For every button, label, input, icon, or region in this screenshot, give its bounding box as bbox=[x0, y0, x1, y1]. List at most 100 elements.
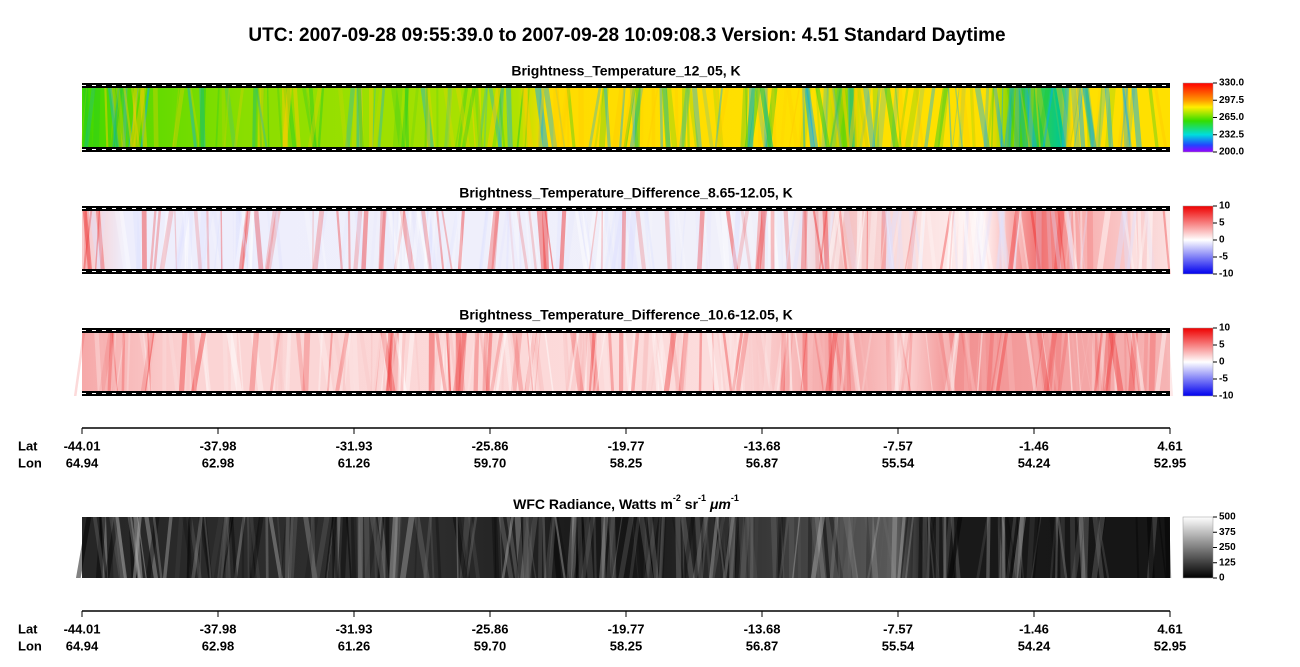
colorbar-label: -10 bbox=[1219, 269, 1234, 280]
streak bbox=[897, 517, 906, 578]
streak bbox=[1067, 83, 1080, 152]
streak bbox=[698, 328, 703, 396]
streak bbox=[745, 83, 748, 152]
streak bbox=[521, 83, 534, 152]
streak bbox=[896, 83, 907, 152]
streak bbox=[497, 206, 510, 274]
streak bbox=[840, 328, 848, 396]
streak bbox=[542, 83, 558, 152]
streak bbox=[1116, 83, 1130, 152]
streak bbox=[241, 517, 245, 578]
streak bbox=[524, 328, 537, 396]
streak bbox=[903, 83, 921, 152]
streak bbox=[162, 517, 173, 578]
streak bbox=[942, 517, 945, 578]
streak bbox=[998, 206, 1008, 274]
streak bbox=[578, 83, 584, 152]
streak bbox=[639, 83, 644, 152]
streak bbox=[833, 83, 850, 152]
lat-tick-label: -31.93 bbox=[336, 438, 373, 453]
streak bbox=[674, 328, 681, 396]
streak bbox=[1146, 517, 1158, 578]
streak bbox=[1040, 328, 1052, 396]
lat-tick-label: -19.77 bbox=[608, 621, 645, 636]
streak bbox=[894, 83, 903, 152]
title-part: sr bbox=[681, 496, 699, 512]
streak bbox=[501, 517, 514, 578]
streak bbox=[978, 206, 985, 274]
streak bbox=[960, 328, 974, 396]
streak bbox=[645, 206, 656, 274]
streak bbox=[733, 517, 744, 578]
streak bbox=[628, 83, 645, 152]
colorbar-label: -5 bbox=[1219, 252, 1228, 263]
streak bbox=[266, 83, 270, 152]
streak bbox=[664, 206, 673, 274]
streak bbox=[748, 328, 753, 396]
streak bbox=[896, 206, 905, 274]
streak bbox=[235, 206, 240, 274]
streak bbox=[1012, 206, 1021, 274]
streak bbox=[515, 206, 530, 274]
colorbar-label: 0 bbox=[1219, 357, 1225, 368]
streak bbox=[991, 83, 999, 152]
streak bbox=[841, 83, 851, 152]
streak bbox=[237, 206, 252, 274]
streak bbox=[1041, 83, 1055, 152]
streak bbox=[565, 517, 580, 578]
streak bbox=[393, 206, 407, 274]
streak bbox=[590, 328, 599, 396]
streak bbox=[1094, 83, 1108, 152]
colorbar-label: 5 bbox=[1219, 218, 1225, 229]
panel-title: WFC Radiance, Watts m-2 sr-1 μm-1 bbox=[513, 493, 739, 511]
streak bbox=[779, 328, 794, 396]
streak bbox=[938, 206, 953, 274]
streak bbox=[312, 206, 325, 274]
lon-tick-label: 52.95 bbox=[1154, 455, 1187, 470]
streak bbox=[969, 83, 976, 152]
streak bbox=[317, 328, 335, 396]
streak bbox=[579, 328, 585, 396]
streak bbox=[465, 517, 478, 578]
streak bbox=[790, 328, 793, 396]
streak bbox=[943, 517, 947, 578]
streak bbox=[561, 206, 577, 274]
streak bbox=[909, 206, 918, 274]
image-strip bbox=[82, 328, 1170, 396]
streak bbox=[531, 328, 545, 396]
streak bbox=[223, 83, 231, 152]
streak bbox=[952, 206, 959, 274]
colorbar-label: 500 bbox=[1219, 512, 1236, 523]
streak bbox=[588, 206, 599, 274]
streak bbox=[122, 83, 128, 152]
streak bbox=[641, 328, 649, 396]
streak bbox=[980, 328, 988, 396]
streak bbox=[182, 517, 196, 578]
streak bbox=[314, 517, 330, 578]
streak bbox=[114, 328, 127, 396]
streak bbox=[621, 206, 627, 274]
streak bbox=[1046, 328, 1061, 396]
streak bbox=[828, 328, 833, 396]
streak bbox=[579, 328, 589, 396]
streak bbox=[1056, 206, 1067, 274]
streak bbox=[516, 83, 525, 152]
streak bbox=[457, 206, 466, 274]
streak bbox=[663, 328, 678, 396]
streak bbox=[1083, 83, 1098, 152]
streak bbox=[825, 206, 841, 274]
streak bbox=[113, 517, 127, 578]
streak bbox=[1121, 83, 1133, 152]
streak bbox=[442, 83, 456, 152]
streak bbox=[1072, 83, 1085, 152]
streak bbox=[264, 206, 278, 274]
streak bbox=[719, 517, 726, 578]
streak bbox=[884, 206, 896, 274]
streak bbox=[237, 328, 244, 396]
streak bbox=[167, 328, 180, 396]
streak bbox=[428, 328, 435, 396]
streak bbox=[198, 83, 207, 152]
streak bbox=[356, 83, 364, 152]
streak bbox=[375, 328, 389, 396]
streak bbox=[759, 328, 774, 396]
